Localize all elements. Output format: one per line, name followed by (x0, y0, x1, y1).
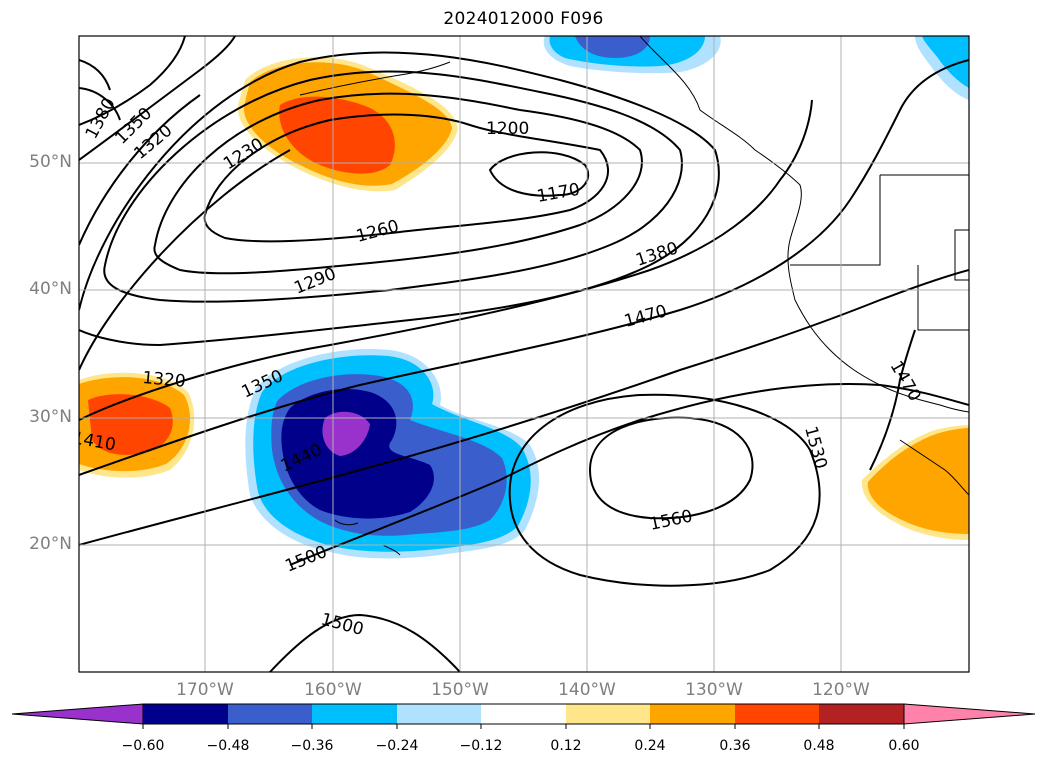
colorbar-tick-label: −0.36 (290, 738, 334, 754)
contour-labels: 1380 1350 1320 1230 1200 1170 1260 1290 … (79, 95, 925, 640)
contour-label: 1260 (354, 216, 401, 247)
contour-label: 1470 (886, 358, 925, 405)
colorbar-extend-high (903, 703, 1036, 725)
contour-label: 1470 (622, 301, 669, 332)
lat-label: 50°N (29, 152, 72, 172)
lon-label: 160°W (304, 680, 362, 700)
lon-label: 140°W (558, 680, 616, 700)
colorbar-cell (312, 704, 397, 724)
colorbar-cell (819, 704, 904, 724)
lat-label: 20°N (29, 534, 72, 554)
colorbar-tick-label: 0.48 (803, 738, 835, 754)
contour-label: 1320 (142, 368, 187, 392)
anomaly-negative-northeast (915, 36, 969, 100)
lon-label: 120°W (812, 680, 870, 700)
lon-label: 130°W (685, 680, 743, 700)
anomaly-positive-aleutians (237, 57, 458, 192)
lat-label: 30°N (29, 407, 72, 427)
map-frame (78, 35, 970, 673)
contour-label: 1200 (486, 119, 529, 139)
lon-label: 150°W (431, 680, 489, 700)
contour-label: 1560 (648, 506, 694, 535)
anomaly-negative-alaska (543, 36, 721, 74)
colorbar-cell (481, 704, 566, 724)
colorbar-frame (142, 703, 905, 725)
colorbar-tick-label: −0.12 (459, 738, 503, 754)
colorbar-tick-label: 0.24 (634, 738, 666, 754)
contour-label: 1170 (535, 180, 581, 207)
colorbar-extend-low (11, 703, 144, 725)
colorbar-cell (143, 704, 228, 724)
colorbar-cell (735, 704, 819, 724)
anomaly-positive-baja (861, 425, 969, 540)
contour-label: 1500 (282, 542, 330, 577)
lat-label: 40°N (29, 279, 72, 299)
height-contours (79, 36, 969, 672)
colorbar-tick-label: 0.36 (719, 738, 751, 754)
colorbar-tick-label: −0.48 (206, 738, 250, 754)
colorbar-cell (566, 704, 650, 724)
map-title: 2024012000 F096 (443, 9, 604, 29)
colorbar-ticks (142, 724, 905, 729)
contour-label: 1380 (633, 238, 680, 270)
contour-label: 1530 (800, 424, 831, 471)
colorbar-tick-label: −0.24 (375, 738, 419, 754)
lon-label: 170°W (176, 680, 234, 700)
graticule (79, 36, 969, 672)
anomaly-positive-west (79, 372, 195, 478)
colorbar-cell (397, 704, 481, 724)
colorbar (11, 703, 1036, 729)
colorbar-cell (228, 704, 312, 724)
colorbar-tick-label: −0.60 (121, 738, 165, 754)
anomaly-negative-hawaii (245, 349, 540, 559)
colorbar-cell (650, 704, 735, 724)
colorbar-tick-label: 0.60 (888, 738, 920, 754)
colorbar-tick-label: 0.12 (550, 738, 582, 754)
